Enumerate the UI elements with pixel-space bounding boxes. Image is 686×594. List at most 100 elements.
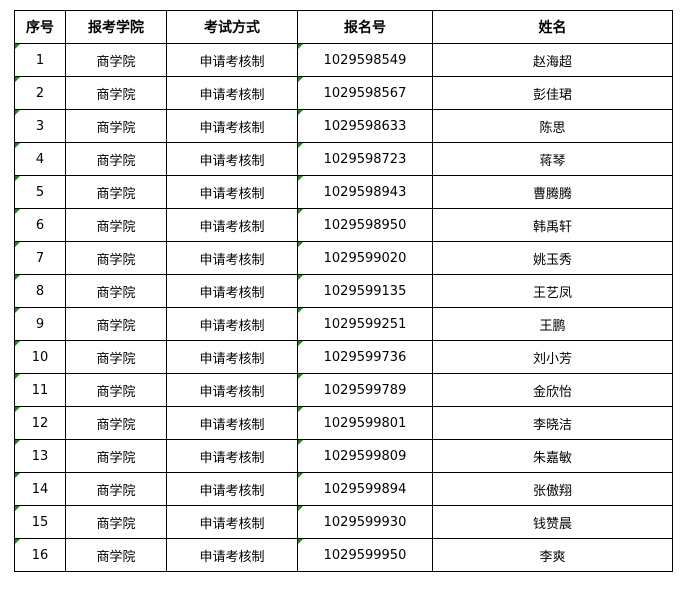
exam-method-cell: 申请考核制 (166, 472, 298, 506)
header-registration-no: 报名号 (297, 10, 433, 44)
exam-method-cell: 申请考核制 (166, 208, 298, 242)
college-cell: 商学院 (65, 505, 167, 539)
name-cell: 张傲翔 (432, 472, 673, 506)
exam-method-cell: 申请考核制 (166, 439, 298, 473)
index-cell: 15 (14, 505, 66, 539)
name-cell: 王鹏 (432, 307, 673, 341)
exam-method-cell: 申请考核制 (166, 241, 298, 275)
exam-method-cell: 申请考核制 (166, 373, 298, 407)
registration-no-cell: 1029598723 (297, 142, 433, 176)
header-row: 序号 报考学院 考试方式 报名号 姓名 (14, 10, 673, 44)
exam-method-cell: 申请考核制 (166, 505, 298, 539)
index-cell: 4 (14, 142, 66, 176)
table-row: 8 商学院 申请考核制 1029599135 王艺凤 (14, 274, 673, 308)
college-cell: 商学院 (65, 76, 167, 110)
college-cell: 商学院 (65, 208, 167, 242)
exam-method-cell: 申请考核制 (166, 274, 298, 308)
index-cell: 3 (14, 109, 66, 143)
name-cell: 李爽 (432, 538, 673, 572)
table-row: 15 商学院 申请考核制 1029599930 钱赞晨 (14, 505, 673, 539)
college-cell: 商学院 (65, 241, 167, 275)
college-cell: 商学院 (65, 142, 167, 176)
name-cell: 刘小芳 (432, 340, 673, 374)
registration-no-cell: 1029599736 (297, 340, 433, 374)
name-cell: 蒋琴 (432, 142, 673, 176)
index-cell: 11 (14, 373, 66, 407)
college-cell: 商学院 (65, 373, 167, 407)
name-cell: 陈思 (432, 109, 673, 143)
registration-no-cell: 1029599020 (297, 241, 433, 275)
exam-method-cell: 申请考核制 (166, 175, 298, 209)
registration-no-cell: 1029599801 (297, 406, 433, 440)
college-cell: 商学院 (65, 274, 167, 308)
registration-no-cell: 1029598567 (297, 76, 433, 110)
exam-method-cell: 申请考核制 (166, 538, 298, 572)
index-cell: 14 (14, 472, 66, 506)
table-row: 5 商学院 申请考核制 1029598943 曹腾腾 (14, 175, 673, 209)
college-cell: 商学院 (65, 538, 167, 572)
exam-method-cell: 申请考核制 (166, 142, 298, 176)
name-cell: 王艺凤 (432, 274, 673, 308)
index-cell: 9 (14, 307, 66, 341)
exam-method-cell: 申请考核制 (166, 76, 298, 110)
exam-method-cell: 申请考核制 (166, 307, 298, 341)
registration-no-cell: 1029598943 (297, 175, 433, 209)
college-cell: 商学院 (65, 307, 167, 341)
table-row: 12 商学院 申请考核制 1029599801 李晓洁 (14, 406, 673, 440)
table-row: 10 商学院 申请考核制 1029599736 刘小芳 (14, 340, 673, 374)
name-cell: 朱嘉敏 (432, 439, 673, 473)
exam-method-cell: 申请考核制 (166, 406, 298, 440)
table-row: 9 商学院 申请考核制 1029599251 王鹏 (14, 307, 673, 341)
index-cell: 12 (14, 406, 66, 440)
table-row: 7 商学院 申请考核制 1029599020 姚玉秀 (14, 241, 673, 275)
header-index: 序号 (14, 10, 66, 44)
index-cell: 2 (14, 76, 66, 110)
index-cell: 6 (14, 208, 66, 242)
registration-no-cell: 1029598549 (297, 43, 433, 77)
name-cell: 金欣怡 (432, 373, 673, 407)
name-cell: 韩禹轩 (432, 208, 673, 242)
name-cell: 曹腾腾 (432, 175, 673, 209)
registration-no-cell: 1029599930 (297, 505, 433, 539)
registration-no-cell: 1029599135 (297, 274, 433, 308)
name-cell: 赵海超 (432, 43, 673, 77)
index-cell: 13 (14, 439, 66, 473)
index-cell: 1 (14, 43, 66, 77)
college-cell: 商学院 (65, 340, 167, 374)
college-cell: 商学院 (65, 43, 167, 77)
college-cell: 商学院 (65, 439, 167, 473)
index-cell: 8 (14, 274, 66, 308)
index-cell: 10 (14, 340, 66, 374)
name-cell: 彭佳珺 (432, 76, 673, 110)
admission-table: 序号 报考学院 考试方式 报名号 姓名 1 商学院 申请考核制 1029598549 赵… (14, 10, 673, 572)
table-row: 3 商学院 申请考核制 1029598633 陈思 (14, 109, 673, 143)
table-row: 2 商学院 申请考核制 1029598567 彭佳珺 (14, 76, 673, 110)
header-name: 姓名 (432, 10, 673, 44)
name-cell: 姚玉秀 (432, 241, 673, 275)
exam-method-cell: 申请考核制 (166, 340, 298, 374)
table-row: 14 商学院 申请考核制 1029599894 张傲翔 (14, 472, 673, 506)
exam-method-cell: 申请考核制 (166, 109, 298, 143)
registration-no-cell: 1029598633 (297, 109, 433, 143)
index-cell: 16 (14, 538, 66, 572)
registration-no-cell: 1029599789 (297, 373, 433, 407)
registration-no-cell: 1029599950 (297, 538, 433, 572)
college-cell: 商学院 (65, 472, 167, 506)
table-row: 4 商学院 申请考核制 1029598723 蒋琴 (14, 142, 673, 176)
college-cell: 商学院 (65, 175, 167, 209)
registration-no-cell: 1029599809 (297, 439, 433, 473)
exam-method-cell: 申请考核制 (166, 43, 298, 77)
registration-no-cell: 1029599251 (297, 307, 433, 341)
table-row: 13 商学院 申请考核制 1029599809 朱嘉敏 (14, 439, 673, 473)
college-cell: 商学院 (65, 406, 167, 440)
table-row: 1 商学院 申请考核制 1029598549 赵海超 (14, 43, 673, 77)
index-cell: 7 (14, 241, 66, 275)
header-exam-method: 考试方式 (166, 10, 298, 44)
table-row: 6 商学院 申请考核制 1029598950 韩禹轩 (14, 208, 673, 242)
registration-no-cell: 1029598950 (297, 208, 433, 242)
header-college: 报考学院 (65, 10, 167, 44)
registration-no-cell: 1029599894 (297, 472, 433, 506)
table-row: 16 商学院 申请考核制 1029599950 李爽 (14, 538, 673, 572)
index-cell: 5 (14, 175, 66, 209)
name-cell: 钱赞晨 (432, 505, 673, 539)
